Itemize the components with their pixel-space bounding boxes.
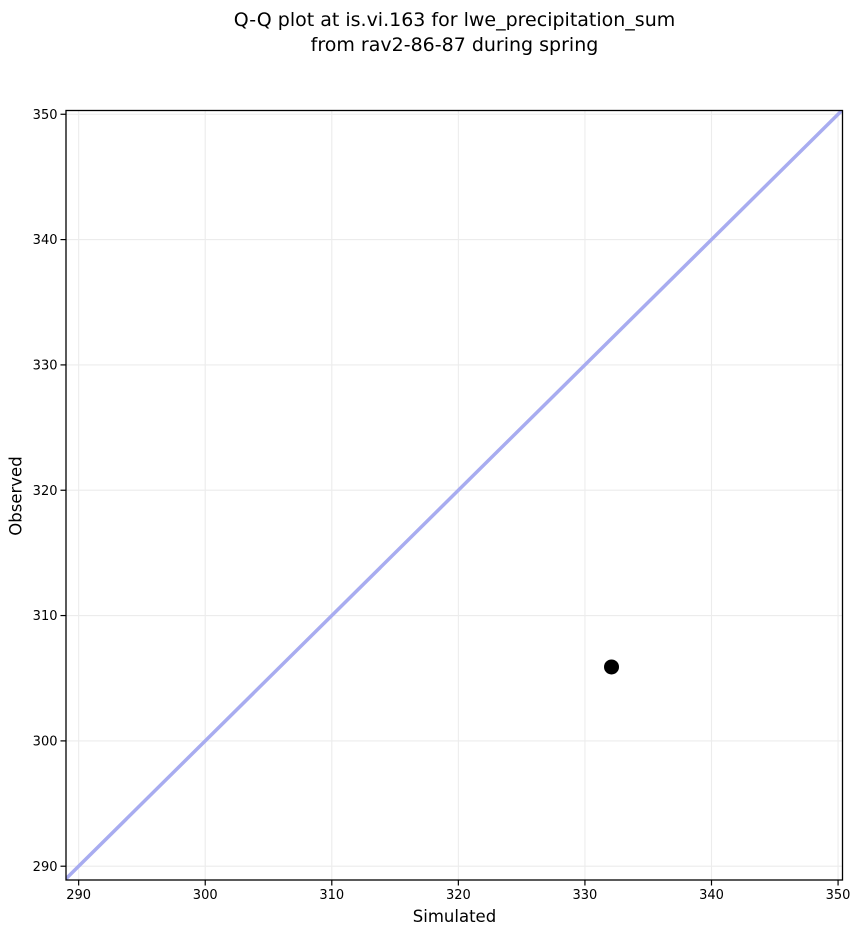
identity-line: [66, 110, 843, 880]
y-tick-label: 350: [33, 108, 58, 123]
x-tick-label: 310: [319, 888, 344, 903]
x-tick-label: 350: [826, 888, 851, 903]
y-axis-label: Observed: [6, 456, 26, 536]
data-point: [604, 659, 620, 675]
y-tick-label: 340: [33, 233, 58, 248]
chart-title-line1: Q-Q plot at is.vi.163 for lwe_precipitat…: [233, 9, 676, 31]
x-tick-label: 320: [446, 888, 471, 903]
chart-title: Q-Q plot at is.vi.163 for lwe_precipitat…: [66, 8, 843, 58]
y-tick-label: 330: [33, 359, 58, 374]
x-tick-label: 290: [66, 888, 91, 903]
x-tick-label: 300: [193, 888, 218, 903]
x-tick-label: 330: [573, 888, 598, 903]
chart-title-line2: from rav2-86-87 during spring: [310, 34, 599, 56]
y-tick-label: 290: [33, 860, 58, 875]
y-tick-label: 320: [33, 484, 58, 499]
x-axis-label: Simulated: [412, 907, 497, 926]
x-tick-label: 340: [699, 888, 724, 903]
y-tick-label: 300: [33, 734, 58, 749]
plot-border: [65, 109, 844, 881]
y-tick-label: 310: [33, 609, 58, 624]
